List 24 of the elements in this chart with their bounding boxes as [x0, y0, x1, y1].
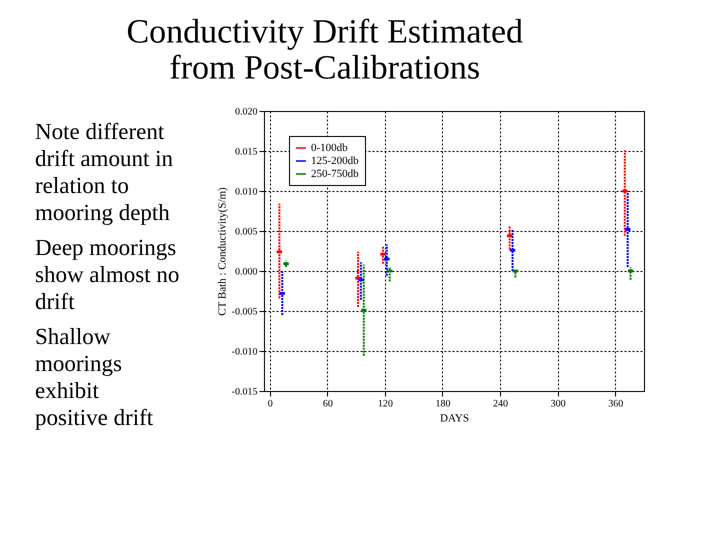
y-axis-title: CT Bath : Conductivity(S/m) [216, 186, 229, 316]
x-tick-label: 300 [550, 398, 566, 410]
y-tick-label: 0.005 [235, 226, 258, 238]
y-tick-label: 0.020 [235, 106, 258, 118]
x-tick-label: 240 [493, 398, 508, 410]
y-tick-label: 0.015 [235, 146, 258, 158]
x-tick-label: 360 [608, 398, 624, 410]
y-tick-label: -0.015 [232, 386, 258, 398]
x-tick-label: 120 [378, 398, 393, 410]
y-tick-label: -0.010 [232, 346, 258, 358]
text: Deep moorings show almost no drift [35, 235, 180, 314]
text: Shallow moorings exhibit positive drift [35, 324, 154, 430]
x-tick-label: 0 [268, 398, 273, 410]
legend-label: 125-200db [311, 155, 360, 167]
legend-label: 0-100db [311, 142, 348, 154]
y-tick-label: 0.010 [235, 186, 258, 198]
legend-label: 250-750db [311, 168, 360, 180]
text: Note different drift amount in relation to mooring depth [35, 119, 174, 225]
x-tick-label: 180 [435, 398, 450, 410]
x-tick-label: 60 [322, 398, 333, 410]
chart-title: Conductivity Drift Estimated from Post-Calibrations [126, 14, 524, 86]
y-tick-label: -0.005 [232, 306, 258, 318]
x-axis-title: DAYS [440, 412, 469, 424]
y-tick-label: 0.000 [235, 266, 258, 278]
